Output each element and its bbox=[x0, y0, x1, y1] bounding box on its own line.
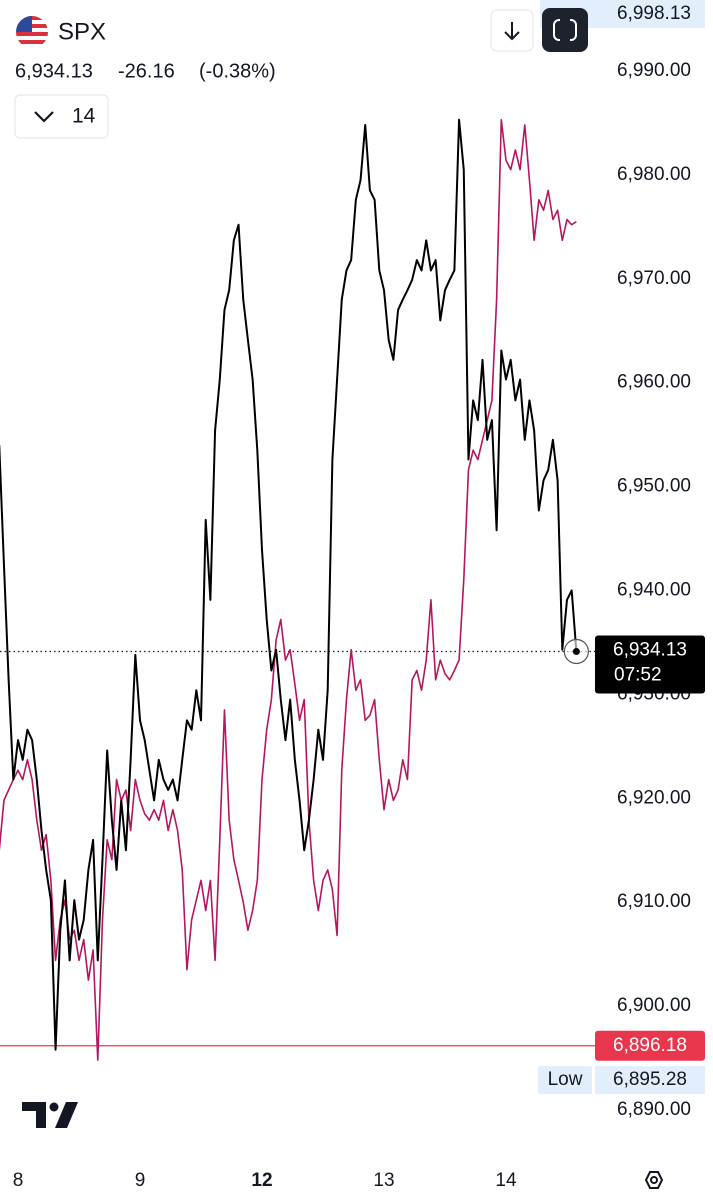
interval-button[interactable]: 14 bbox=[14, 94, 109, 139]
y-tick-label: 6,990.00 bbox=[617, 60, 691, 81]
y-tick-label: 6,970.00 bbox=[617, 268, 691, 289]
y-tick-label: 6,950.00 bbox=[617, 476, 691, 497]
y-tick-label: 6,980.00 bbox=[617, 164, 691, 185]
x-tick-label: 9 bbox=[135, 1170, 146, 1191]
countdown-label: 07:52 bbox=[614, 664, 662, 685]
x-tick-label: 14 bbox=[495, 1170, 517, 1191]
y-tick-label: 6,920.00 bbox=[617, 787, 691, 808]
settings-button[interactable] bbox=[644, 1171, 664, 1189]
y-tick-label: 6,940.00 bbox=[617, 579, 691, 600]
y-tick-label: 6,910.00 bbox=[617, 891, 691, 912]
low-tag-box bbox=[538, 1066, 592, 1095]
symbol[interactable]: SPX bbox=[58, 18, 106, 45]
previous-close-label: 6,896.18 bbox=[613, 1035, 687, 1056]
high-label: 6,998.13 bbox=[617, 3, 691, 24]
x-tick-label: 12 bbox=[251, 1170, 272, 1191]
previous-close-box bbox=[595, 1030, 705, 1061]
last-price: 6,934.13 bbox=[15, 60, 93, 82]
x-tick-label: 13 bbox=[373, 1170, 394, 1191]
plot-area bbox=[0, 118, 595, 1061]
price-change: -26.16 bbox=[118, 60, 175, 82]
tradingview-logo bbox=[22, 1102, 78, 1128]
flag-icon bbox=[16, 16, 48, 48]
y-tick-label: 6,890.00 bbox=[617, 1099, 691, 1120]
current-price-label: 6,934.13 bbox=[613, 639, 687, 660]
price-line bbox=[0, 119, 577, 1061]
interval-label: 14 bbox=[72, 105, 96, 128]
price-line bbox=[0, 118, 578, 1051]
low-label-box bbox=[595, 1066, 705, 1095]
overlay: 6,890.006,900.006,910.006,920.006,930.00… bbox=[13, 0, 705, 1191]
current-price-box bbox=[595, 635, 705, 694]
price-change-percent: (-0.38%) bbox=[199, 60, 276, 82]
fullscreen-button[interactable] bbox=[542, 8, 588, 52]
last-point bbox=[572, 647, 580, 655]
download-button[interactable] bbox=[490, 9, 534, 52]
y-tick-label: 6,900.00 bbox=[617, 995, 691, 1016]
low-tag: Low bbox=[548, 1069, 583, 1090]
x-tick-label: 8 bbox=[13, 1170, 24, 1191]
y-tick-label: 6,960.00 bbox=[617, 372, 691, 393]
low-label: 6,895.28 bbox=[613, 1069, 687, 1090]
